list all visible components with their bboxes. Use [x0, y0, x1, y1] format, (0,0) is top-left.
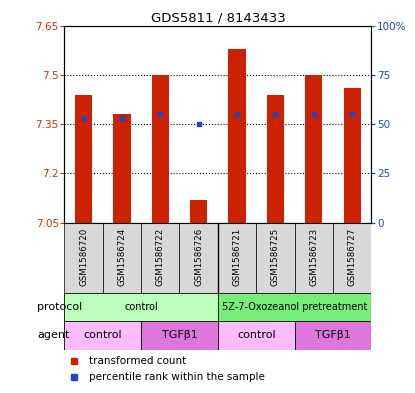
Bar [141, 223, 180, 293]
Bar [64, 223, 103, 293]
Text: GSM1586723: GSM1586723 [309, 228, 318, 286]
Text: TGFβ1: TGFβ1 [315, 331, 351, 340]
Bar [218, 293, 371, 321]
Bar [180, 223, 218, 293]
Bar [295, 223, 333, 293]
Bar [113, 114, 131, 223]
Bar [64, 321, 141, 350]
Bar [295, 321, 371, 350]
Bar [218, 321, 295, 350]
Text: control: control [124, 302, 158, 312]
Text: TGFβ1: TGFβ1 [161, 331, 198, 340]
Bar [228, 49, 246, 223]
Bar [256, 223, 295, 293]
Text: 5Z-7-Oxozeanol pretreatment: 5Z-7-Oxozeanol pretreatment [222, 302, 367, 312]
Text: protocol: protocol [37, 302, 83, 312]
Text: transformed count: transformed count [89, 356, 186, 366]
Bar [305, 75, 322, 223]
Bar [103, 223, 141, 293]
Text: GSM1586727: GSM1586727 [348, 228, 357, 286]
Bar [151, 75, 169, 223]
Text: GSM1586726: GSM1586726 [194, 228, 203, 286]
Text: agent: agent [37, 331, 70, 340]
Text: GSM1586724: GSM1586724 [117, 228, 127, 286]
Bar [333, 223, 371, 293]
Text: control: control [237, 331, 276, 340]
Text: GSM1586725: GSM1586725 [271, 228, 280, 286]
Text: percentile rank within the sample: percentile rank within the sample [89, 372, 265, 382]
Text: control: control [83, 331, 122, 340]
Text: GSM1586720: GSM1586720 [79, 228, 88, 286]
Title: GDS5811 / 8143433: GDS5811 / 8143433 [151, 11, 285, 24]
Bar [141, 321, 218, 350]
Bar [218, 223, 256, 293]
Bar [75, 95, 92, 223]
Text: GSM1586721: GSM1586721 [232, 228, 242, 286]
Bar [267, 95, 284, 223]
Bar [64, 293, 218, 321]
Bar [190, 200, 208, 223]
Bar [344, 88, 361, 223]
Text: GSM1586722: GSM1586722 [156, 228, 165, 286]
